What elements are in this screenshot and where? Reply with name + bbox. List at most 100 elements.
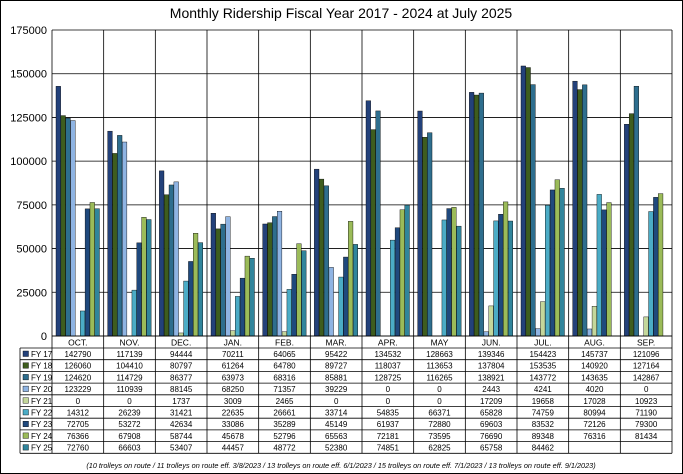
bar-fy23-1: [136, 242, 142, 337]
bar-fy21-4: [281, 331, 287, 337]
bar-fy25-1: [146, 219, 152, 337]
bar-fy22-0: [80, 310, 86, 337]
x-category-label: OCT.: [68, 338, 87, 348]
table-cell: 65828: [480, 409, 503, 418]
table-cell: 58744: [170, 432, 193, 441]
y-tick-label: 125000: [10, 112, 47, 124]
bar-fy19-2: [168, 184, 174, 337]
table-cell: 62825: [428, 444, 451, 453]
table-cell: 110939: [116, 385, 143, 394]
bar-fy25-7: [456, 225, 462, 337]
bar-fy20-0: [70, 120, 76, 337]
bar-fy21-11: [643, 316, 649, 337]
bar-fy18-5: [318, 178, 325, 337]
legend-series-name: FY 23: [31, 420, 53, 429]
table-cell: 52796: [273, 432, 296, 441]
table-cell: 33086: [222, 420, 245, 429]
bar-fy18-6: [370, 129, 376, 337]
legend-series-name: FY 24: [31, 432, 53, 441]
table-cell: 69603: [480, 420, 503, 429]
table-cell: 0: [437, 385, 442, 394]
bar-fy19-4: [272, 216, 278, 337]
bar-fy23-11: [653, 197, 659, 337]
bar-fy25-6: [404, 204, 410, 337]
x-category-label: JUN.: [482, 338, 501, 348]
bar-fy21-9: [540, 301, 546, 337]
x-category-label: MAR.: [326, 338, 347, 348]
table-cell: 0: [334, 397, 339, 406]
table-cell: 0: [127, 397, 132, 406]
bar-fy22-7: [441, 219, 447, 337]
bar-fy24-7: [451, 207, 457, 337]
table-cell: 10923: [635, 397, 658, 406]
bar-fy19-9: [530, 84, 536, 337]
bar-fy20-5: [328, 267, 334, 337]
table-cell: 0: [76, 397, 81, 406]
legend-key-fy19: [22, 374, 29, 381]
bar-fy23-4: [291, 274, 297, 337]
y-tick-label: 25000: [16, 287, 47, 299]
bar-fy23-5: [343, 256, 349, 337]
table-cell: 121096: [633, 350, 660, 359]
bar-fy20-4: [277, 211, 283, 337]
bar-fy20-9: [535, 328, 541, 337]
table-cell: 73595: [428, 432, 451, 441]
table-cell: 68250: [222, 385, 245, 394]
bar-fy18-10: [577, 89, 583, 337]
table-cell: 85881: [325, 373, 348, 382]
table-cell: 26661: [273, 409, 296, 418]
bar-fy24-1: [141, 217, 147, 337]
table-cell: 66603: [118, 444, 141, 453]
bar-fy21-2: [178, 332, 184, 337]
legend-series-name: FY 17: [31, 350, 53, 359]
table-cell: 123229: [64, 385, 91, 394]
table-cell: 154423: [529, 350, 556, 359]
bar-fy17-3: [210, 213, 216, 337]
table-cell: 45149: [325, 420, 348, 429]
bar-fy18-2: [163, 194, 170, 337]
bar-fy18-11: [628, 113, 635, 337]
bar-fy20-1: [122, 141, 128, 337]
bar-fy19-7: [427, 132, 433, 337]
table-cell: 53407: [170, 444, 193, 453]
table-cell: 1737: [172, 397, 190, 406]
table-cell: 68316: [273, 373, 296, 382]
table-cell: 142790: [64, 350, 91, 359]
table-cell: 116265: [426, 373, 453, 382]
table-cell: 94444: [170, 350, 193, 359]
table-cell: 22635: [222, 409, 245, 418]
table-cell: 0: [437, 397, 442, 406]
bar-fy24-5: [348, 221, 354, 337]
table-cell: 89348: [532, 432, 555, 441]
bar-fy22-2: [183, 280, 189, 337]
table-cell: 74851: [377, 444, 400, 453]
footnote: (10 trolleys on route / 11 trolleys on r…: [86, 461, 595, 470]
bar-fy17-2: [159, 170, 165, 337]
table-cell: 139346: [478, 350, 505, 359]
table-cell: 104410: [116, 362, 143, 371]
table-cell: 138921: [478, 373, 505, 382]
legend-key-fy17: [22, 350, 29, 357]
bar-fy17-6: [365, 100, 371, 337]
bar-fy22-11: [648, 211, 654, 337]
x-category-label: APR.: [378, 338, 398, 348]
table-cell: 72880: [428, 420, 451, 429]
bar-fy24-11: [658, 193, 664, 337]
bar-fy23-2: [188, 261, 194, 337]
bar-fy22-9: [545, 205, 551, 337]
table-cell: 72181: [377, 432, 400, 441]
x-category-label: AUG.: [584, 338, 605, 348]
legend-key-fy25: [22, 444, 29, 451]
x-category-label: FEB.: [275, 338, 294, 348]
table-cell: 44457: [222, 444, 245, 453]
bar-fy17-4: [262, 223, 268, 337]
bar-fy20-10: [587, 328, 593, 337]
table-cell: 128725: [374, 373, 401, 382]
table-cell: 72126: [583, 420, 606, 429]
bar-fy22-6: [390, 239, 396, 337]
table-cell: 88145: [170, 385, 193, 394]
bar-fy23-9: [549, 189, 555, 337]
legend-series-name: FY 21: [31, 397, 53, 406]
table-cell: 26239: [118, 409, 141, 418]
table-cell: 74759: [532, 409, 555, 418]
